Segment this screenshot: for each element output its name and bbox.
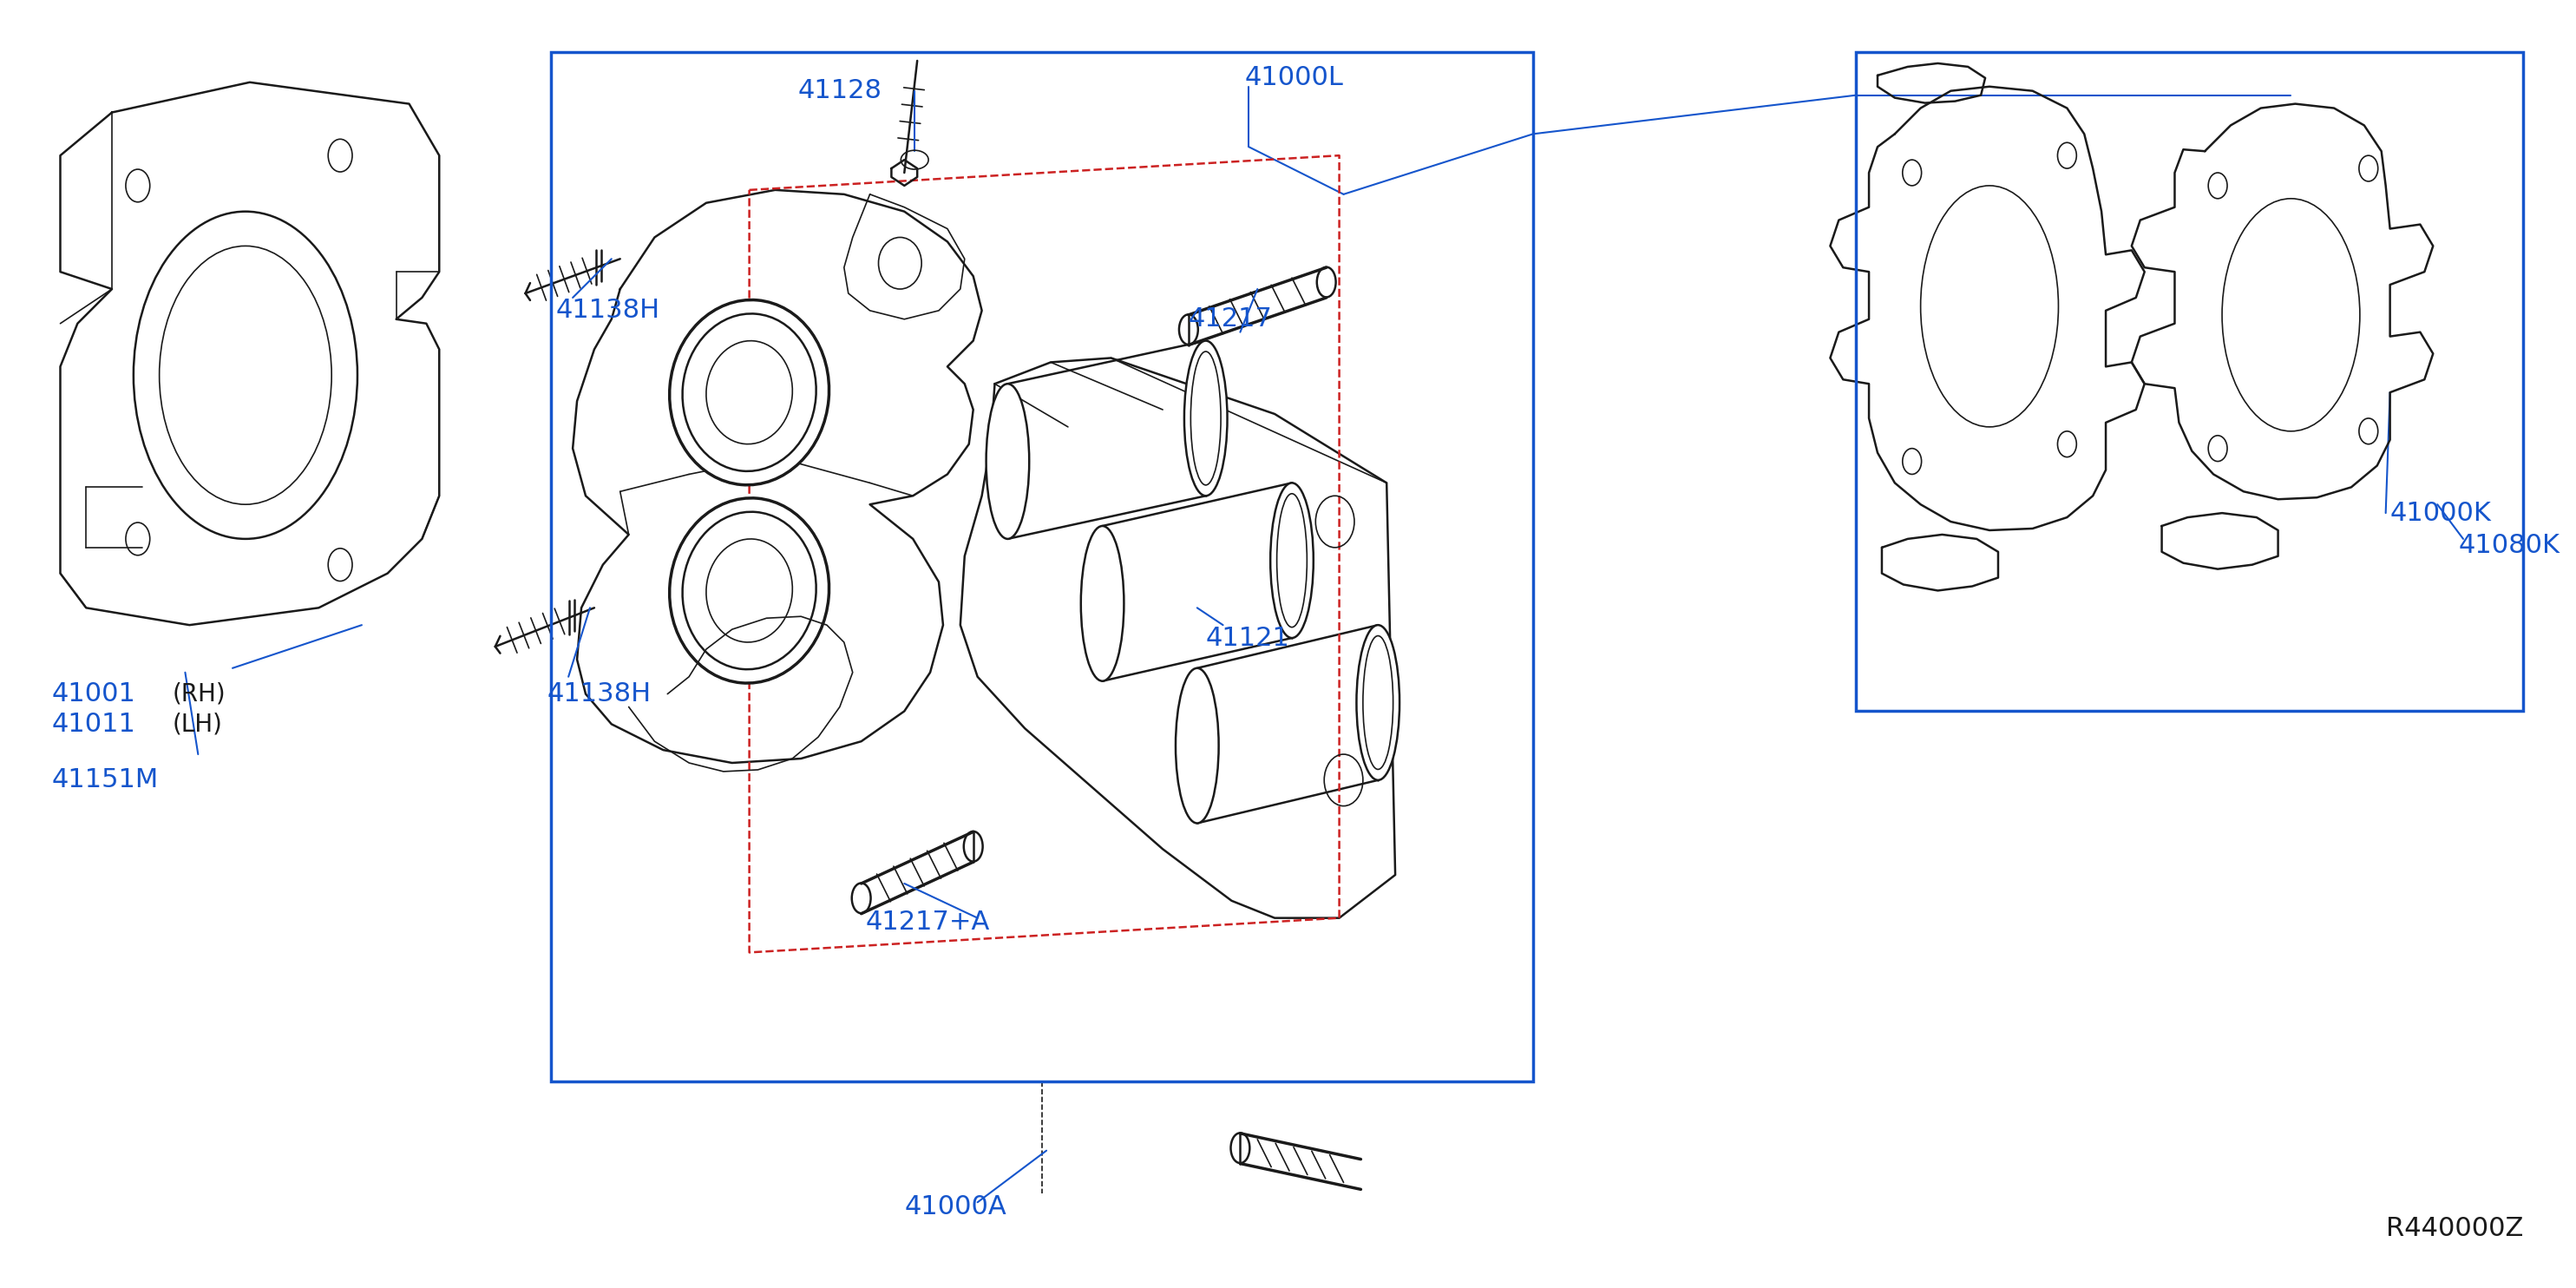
Ellipse shape xyxy=(1358,625,1399,781)
Text: 41001: 41001 xyxy=(52,681,137,707)
Bar xyxy=(551,52,1533,1082)
Text: 41217: 41217 xyxy=(1188,307,1273,332)
Text: 41011: 41011 xyxy=(52,711,137,737)
Text: 41000A: 41000A xyxy=(904,1194,1007,1220)
Text: 41138H: 41138H xyxy=(556,298,659,323)
Text: R440000Z: R440000Z xyxy=(2385,1216,2524,1240)
Ellipse shape xyxy=(1082,526,1123,681)
Ellipse shape xyxy=(1185,341,1226,496)
Ellipse shape xyxy=(987,384,1030,538)
Text: 41128: 41128 xyxy=(799,79,881,103)
Text: 41000K: 41000K xyxy=(2391,501,2491,526)
Text: 41080K: 41080K xyxy=(2460,533,2561,559)
Ellipse shape xyxy=(670,498,829,683)
Bar xyxy=(1857,52,2524,711)
Ellipse shape xyxy=(1175,668,1218,823)
Text: 41138H: 41138H xyxy=(546,681,652,707)
Text: 41121: 41121 xyxy=(1206,626,1291,650)
Text: (RH): (RH) xyxy=(173,681,227,706)
Ellipse shape xyxy=(1270,483,1314,638)
Text: 41151M: 41151M xyxy=(52,768,160,792)
Text: 41000L: 41000L xyxy=(1244,66,1342,90)
Text: (LH): (LH) xyxy=(173,712,222,737)
Ellipse shape xyxy=(670,300,829,486)
Text: 41217+A: 41217+A xyxy=(866,909,989,935)
